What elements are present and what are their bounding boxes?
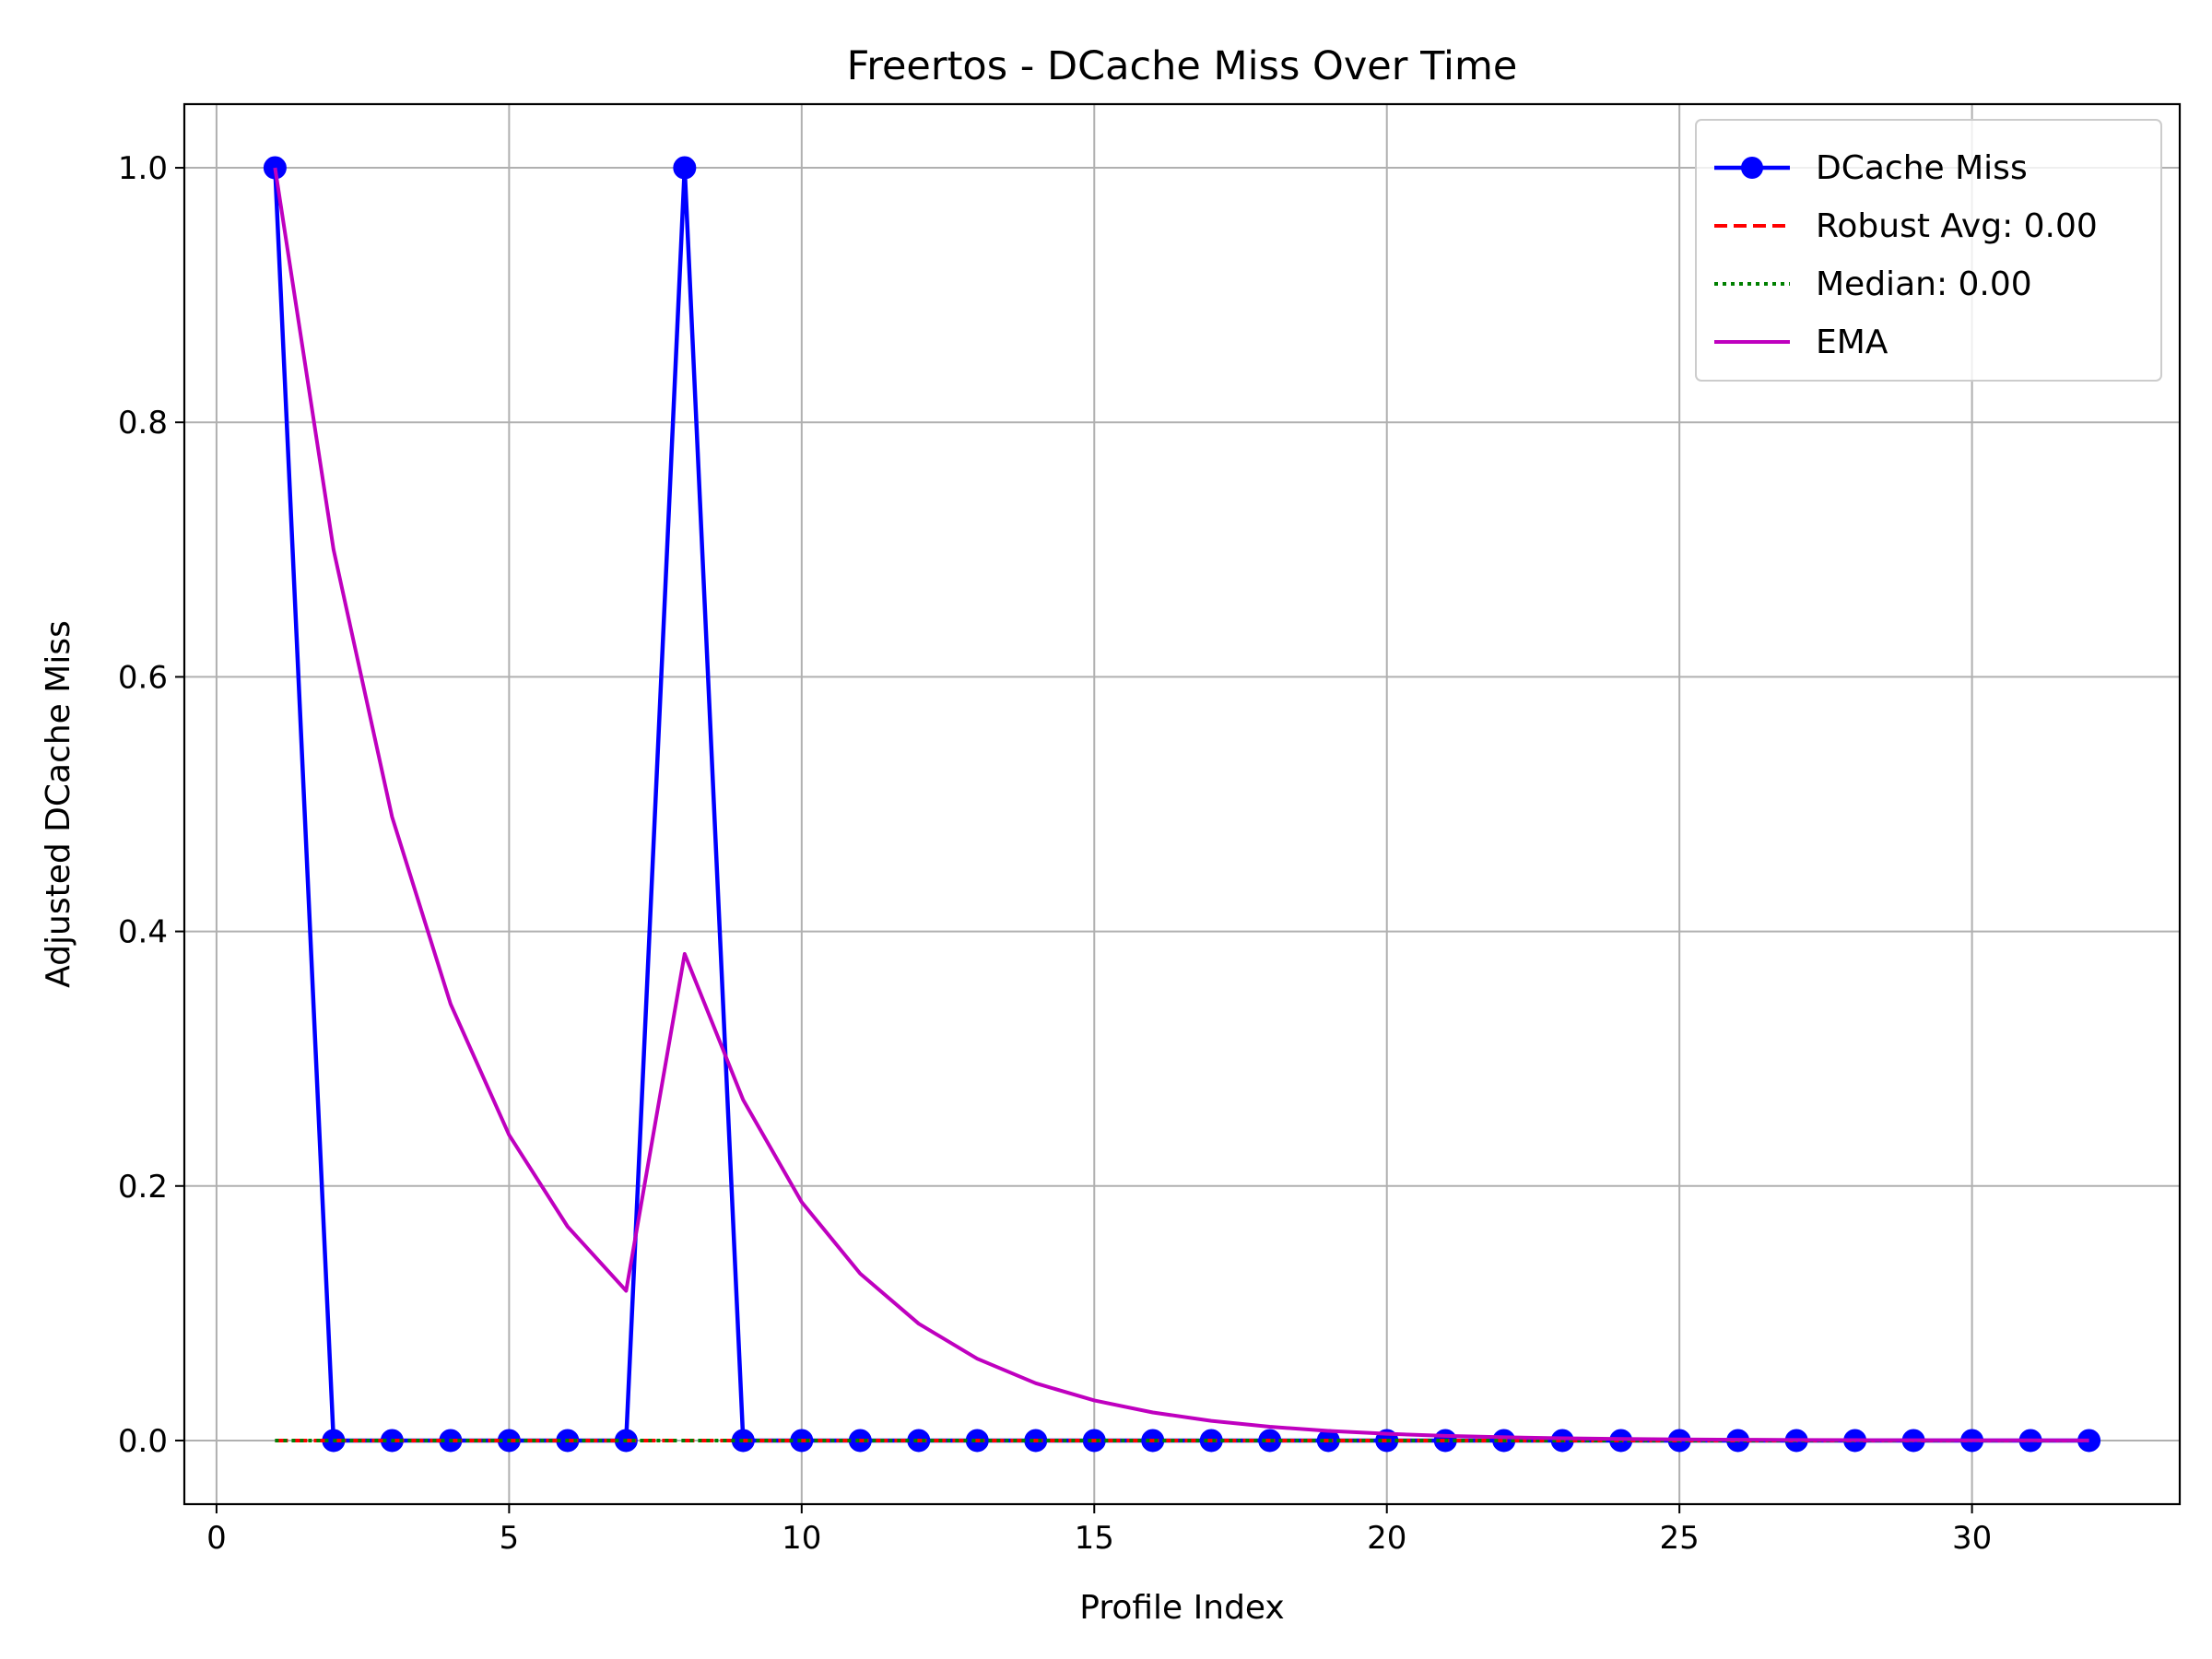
- x-tick-label: 10: [782, 1520, 821, 1557]
- data-point: [673, 156, 697, 180]
- legend-marker: [1741, 157, 1763, 179]
- x-tick-label: 15: [1075, 1520, 1114, 1557]
- y-tick-label: 0.2: [118, 1169, 168, 1206]
- series-line-3: [273, 167, 2089, 1442]
- x-tick-label: 30: [1952, 1520, 1992, 1557]
- legend-label-0: DCache Miss: [1816, 149, 2028, 187]
- x-tick-label: 20: [1367, 1520, 1406, 1557]
- y-tick-label: 1.0: [118, 150, 168, 187]
- legend-label-3: EMA: [1816, 324, 1888, 361]
- legend-items: DCache Miss Robust Avg: 0.00 Median: 0.00 E…: [1714, 149, 2098, 361]
- series-layer: [263, 156, 2101, 1453]
- y-tick-label: 0.8: [118, 405, 168, 441]
- y-axis-title: Adjusted DCache Miss: [40, 620, 77, 988]
- y-tick-label: 0.6: [118, 659, 168, 696]
- legend-label-1: Robust Avg: 0.00: [1816, 207, 2098, 245]
- legend: DCache Miss Robust Avg: 0.00 Median: 0.00 E…: [1695, 119, 2162, 382]
- y-tick-label: 0.4: [118, 914, 168, 951]
- ticks: 0 5 10 15 20 25 30 0.0 0.2 0.4 0.6 0.8 1.0: [118, 150, 1992, 1557]
- y-tick-label: 0.0: [118, 1423, 168, 1460]
- x-tick-label: 5: [500, 1520, 520, 1557]
- legend-box: [1695, 119, 2162, 382]
- x-tick-label: 0: [206, 1520, 227, 1557]
- x-tick-label: 25: [1660, 1520, 1700, 1557]
- x-axis-title: Profile Index: [1079, 1589, 1285, 1627]
- chart-title: Freertos - DCache Miss Over Time: [847, 43, 1518, 89]
- plot-frame: [182, 102, 2182, 1506]
- legend-label-2: Median: 0.00: [1816, 265, 2032, 303]
